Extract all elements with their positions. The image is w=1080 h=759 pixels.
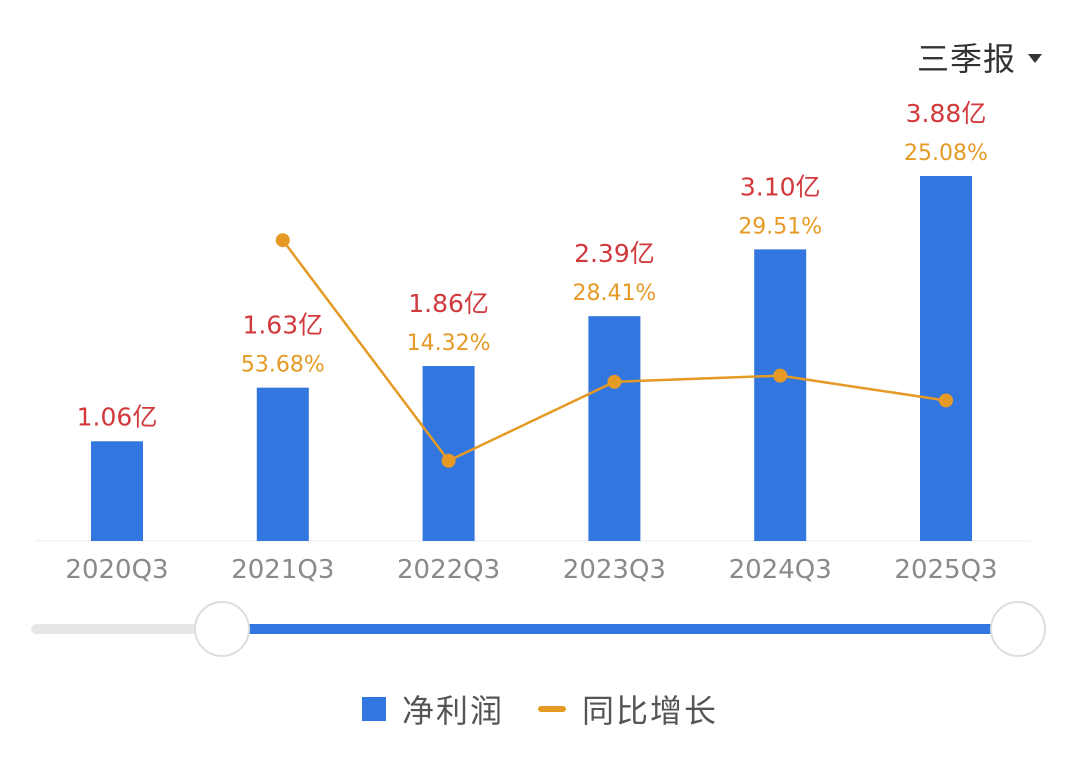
x-tick-label-2022Q3: 2022Q3 bbox=[397, 555, 500, 585]
x-tick-label-2023Q3: 2023Q3 bbox=[563, 555, 666, 585]
yoy-point-2021Q3 bbox=[275, 233, 290, 248]
yoy-point-2023Q3 bbox=[607, 374, 622, 389]
bar-2021Q3 bbox=[256, 387, 309, 541]
legend-label-net-profit: 净利润 bbox=[401, 692, 504, 730]
caret-down-icon bbox=[1028, 53, 1042, 63]
legend-item-yoy-growth[interactable]: 同比增长 bbox=[538, 686, 718, 732]
yoy-value-label-2021Q3: 53.68% bbox=[241, 353, 325, 378]
period-selector[interactable]: 三季报 bbox=[917, 34, 1042, 80]
bar-2022Q3 bbox=[422, 366, 475, 541]
legend-item-net-profit[interactable]: 净利润 bbox=[361, 686, 504, 732]
x-tick-label-2025Q3: 2025Q3 bbox=[894, 555, 997, 585]
legend-line-swatch-icon bbox=[538, 706, 566, 712]
bar-value-label-2025Q3: 3.88亿 bbox=[906, 99, 987, 128]
range-slider-start-handle[interactable] bbox=[194, 601, 250, 657]
bar-value-label-2023Q3: 2.39亿 bbox=[574, 239, 655, 268]
bar-value-label-2021Q3: 1.63亿 bbox=[242, 311, 323, 340]
bar-2024Q3 bbox=[754, 249, 807, 542]
chart-legend: 净利润 同比增长 bbox=[0, 686, 1080, 732]
legend-label-yoy-growth: 同比增长 bbox=[582, 692, 719, 730]
bar-value-label-2022Q3: 1.86亿 bbox=[408, 289, 489, 318]
bar-value-label-2020Q3: 1.06亿 bbox=[77, 402, 158, 431]
yoy-point-2025Q3 bbox=[939, 393, 953, 408]
bar-2023Q3 bbox=[588, 316, 641, 541]
bar-2020Q3 bbox=[91, 441, 143, 541]
x-tick-label-2021Q3: 2021Q3 bbox=[231, 555, 334, 585]
bar-value-label-2024Q3: 3.10亿 bbox=[740, 172, 821, 201]
bar-2025Q3 bbox=[920, 175, 972, 541]
legend-bar-swatch-icon bbox=[361, 697, 386, 721]
yoy-value-label-2022Q3: 14.32% bbox=[407, 331, 491, 356]
yoy-point-2024Q3 bbox=[773, 368, 788, 383]
yoy-value-label-2025Q3: 25.08% bbox=[904, 141, 988, 166]
net-profit-chart: 1.06亿 1.63亿 53.68% 1.86亿 14.32% 2.39亿 28.41% 3.… bbox=[31, 99, 1046, 657]
yoy-value-label-2023Q3: 28.41% bbox=[572, 281, 656, 306]
period-selector-label: 三季报 bbox=[916, 40, 1016, 78]
yoy-value-label-2024Q3: 29.51% bbox=[738, 214, 822, 239]
x-tick-label-2020Q3: 2020Q3 bbox=[65, 555, 168, 585]
x-tick-label-2024Q3: 2024Q3 bbox=[729, 555, 832, 585]
yoy-point-2022Q3 bbox=[441, 453, 456, 468]
range-slider-end-handle[interactable] bbox=[990, 601, 1046, 657]
